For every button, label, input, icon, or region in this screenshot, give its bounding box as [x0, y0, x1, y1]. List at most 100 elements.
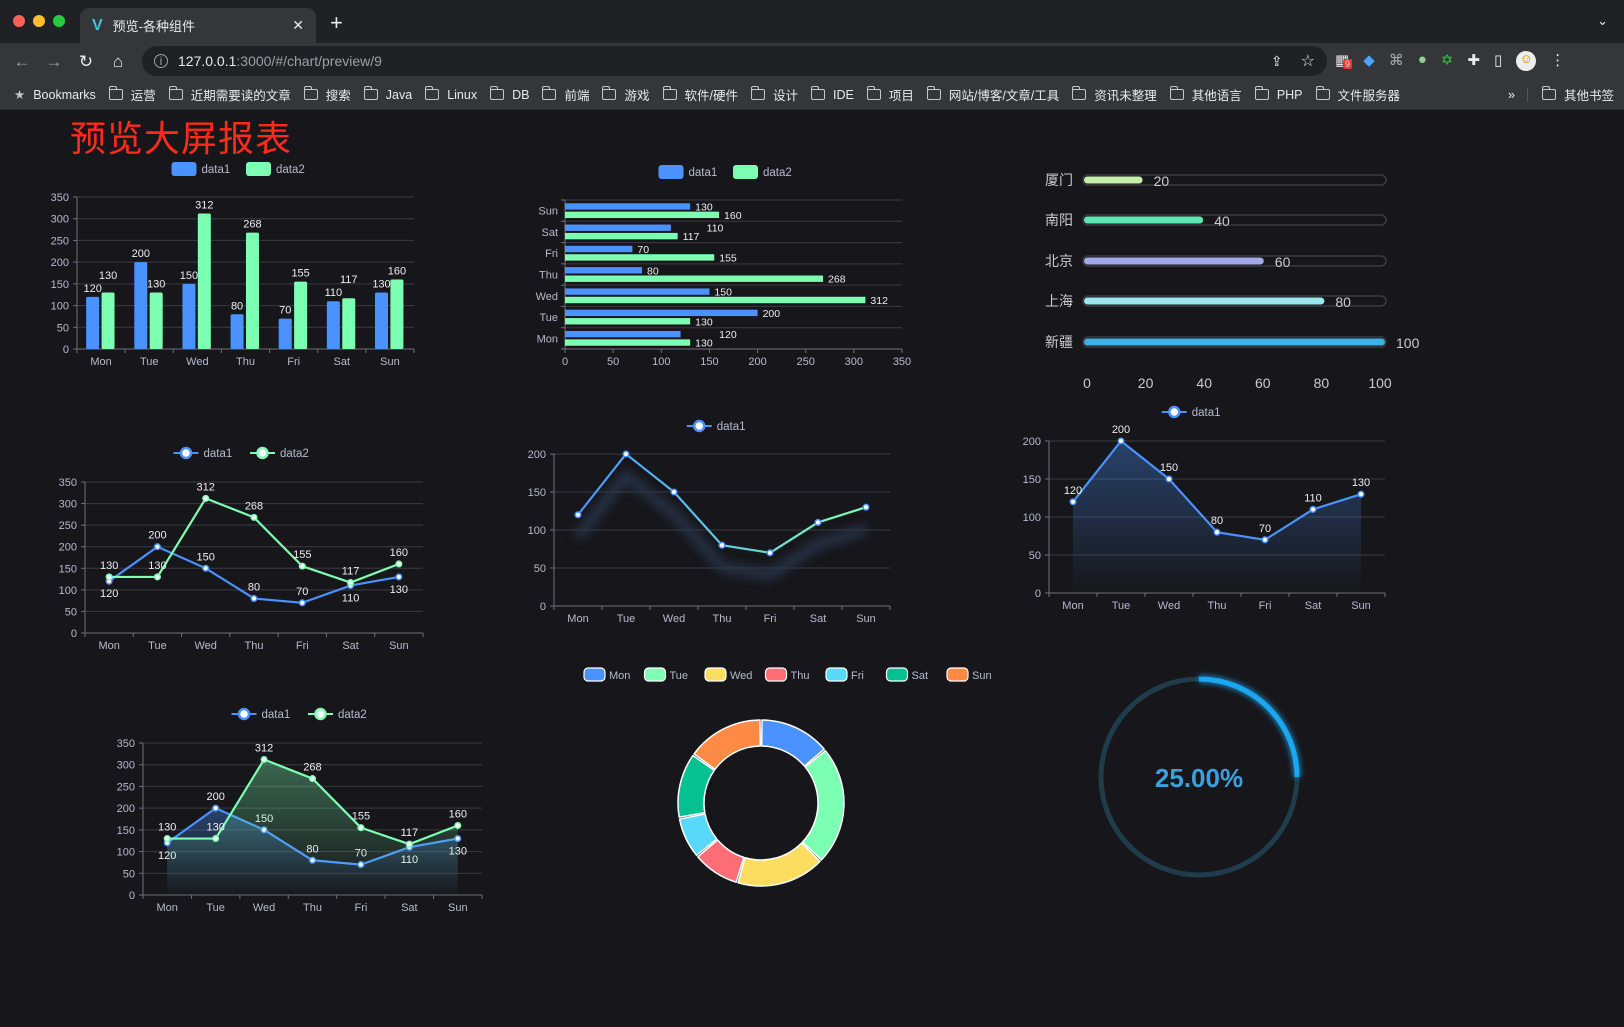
gem-extension-icon[interactable]: ◆	[1363, 52, 1375, 69]
data-point	[163, 834, 171, 843]
other-bookmarks[interactable]: 其他书签	[1541, 85, 1614, 104]
forward-icon[interactable]: →	[45, 51, 63, 71]
bookmark-item[interactable]: 游戏	[602, 85, 650, 104]
new-tab-button[interactable]: +	[330, 10, 343, 35]
green-dot-extension-icon[interactable]: ●	[1417, 51, 1427, 68]
close-tab-icon[interactable]: ✕	[292, 17, 304, 33]
folder-icon	[1169, 86, 1184, 100]
bookmark-item[interactable]: 其他语言	[1169, 85, 1242, 104]
bookmark-item[interactable]: PHP	[1254, 86, 1303, 102]
legend-item[interactable]: data1	[173, 446, 233, 460]
progress-fill	[1084, 176, 1143, 184]
data-label: 117	[342, 566, 360, 578]
bar	[565, 318, 691, 325]
legend-label: data1	[262, 709, 291, 721]
legend-label: data1	[1192, 407, 1221, 419]
data-label: 155	[293, 549, 311, 561]
reload-icon[interactable]: ↻	[78, 51, 94, 71]
legend-item[interactable]: data2	[246, 162, 305, 176]
bookmark-star-icon[interactable]: ☆	[1300, 53, 1315, 70]
bookmark-item[interactable]: 设计	[750, 85, 798, 104]
legend-item[interactable]: data1	[658, 165, 718, 179]
browser-tab[interactable]: V 预览-各种组件 ✕	[80, 8, 316, 43]
legend-item[interactable]: data1	[231, 707, 291, 721]
data-point	[395, 573, 403, 581]
bookmark-item[interactable]: 搜索	[303, 85, 351, 104]
bookmark-item[interactable]: 网站/博客/文章/工具	[926, 85, 1059, 104]
bookmark-item[interactable]: Linux	[425, 86, 477, 102]
x-tick-label: Tue	[148, 640, 167, 652]
bookmark-item[interactable]: ★ Bookmarks	[14, 87, 96, 103]
data-label: 110	[325, 287, 343, 299]
command-extension-icon[interactable]: ⌘	[1388, 52, 1404, 69]
bookmark-item[interactable]: 文件服务器	[1315, 85, 1400, 104]
more-bookmarks-button[interactable]: »	[1508, 87, 1528, 102]
share-icon[interactable]: ⇪	[1270, 52, 1283, 69]
back-icon[interactable]: ←	[13, 51, 31, 71]
bar	[565, 224, 671, 231]
folder-icon	[303, 86, 318, 100]
data-label: 312	[255, 743, 273, 755]
progress-track	[1082, 214, 1387, 226]
bookmark-item[interactable]: 项目	[866, 85, 914, 104]
bookmark-item[interactable]: 资讯未整理	[1072, 85, 1157, 104]
donut-slice	[760, 719, 825, 767]
bookmark-item[interactable]: 运营	[108, 85, 156, 104]
x-tick-label: Sun	[448, 902, 468, 914]
home-icon[interactable]: ⌂	[112, 51, 124, 71]
legend-swatch-icon	[825, 667, 848, 682]
legend-item[interactable]: Thu	[764, 667, 810, 682]
data-point	[814, 518, 822, 526]
legend-item[interactable]: Fri	[825, 667, 864, 682]
bar	[245, 232, 259, 349]
legend-item[interactable]: Sun	[946, 667, 992, 682]
legend-label: data2	[763, 167, 792, 179]
extension-icon[interactable]: ▦9	[1335, 51, 1353, 71]
y-tick-label: 250	[51, 235, 69, 247]
data-point	[1117, 437, 1125, 445]
data-point	[1213, 528, 1221, 536]
legend-item[interactable]: data1	[171, 162, 231, 176]
folder-icon	[811, 86, 825, 100]
data-label: 110	[342, 593, 360, 605]
bookmark-item[interactable]: DB	[490, 86, 529, 102]
progress-fill	[1084, 257, 1264, 265]
bookmarks-bar: ★ Bookmarks 运营 近期需要读的文章 搜索 Java Linux DB 前端 游戏 软件/…	[0, 80, 1624, 110]
profile-avatar[interactable]: ☺	[1516, 51, 1537, 71]
bar	[565, 309, 758, 317]
minimize-window-button[interactable]	[33, 15, 45, 27]
menu-dots-icon[interactable]: ⋮	[1550, 52, 1566, 69]
x-tick-label: Sat	[1305, 600, 1322, 612]
bookmark-item[interactable]: 前端	[542, 85, 589, 104]
legend-item[interactable]: data2	[308, 707, 367, 721]
legend-item[interactable]: data1	[1161, 405, 1221, 419]
bookmark-item[interactable]: 近期需要读的文章	[168, 85, 291, 104]
x-tick-label: Sun	[1351, 600, 1371, 612]
data-label: 120	[1064, 485, 1082, 497]
data-point	[1309, 505, 1317, 513]
maximize-window-button[interactable]	[53, 15, 65, 27]
bookmark-item[interactable]: 软件/硬件	[662, 85, 738, 104]
bookmark-item[interactable]: IDE	[811, 86, 854, 102]
close-window-button[interactable]	[13, 15, 25, 27]
url-host: 127.0.0.1	[178, 53, 237, 69]
address-bar[interactable]: i 127.0.0.1 :3000/#/chart/preview/9 ⇪ ☆	[142, 46, 1327, 76]
folder-icon	[602, 86, 617, 100]
legend-item[interactable]: data2	[250, 446, 309, 460]
y-tick-label: 200	[117, 803, 135, 815]
star-extension-icon[interactable]: ✡	[1440, 52, 1454, 69]
site-info-icon[interactable]: i	[154, 54, 168, 68]
puzzle-extensions-icon[interactable]: ✚	[1467, 52, 1480, 69]
category-label: 厦门	[1045, 172, 1073, 188]
legend-item[interactable]: Mon	[583, 667, 630, 682]
tab-search-chevron-icon[interactable]: ⌄	[1597, 13, 1608, 28]
bookmark-item[interactable]: Java	[363, 86, 412, 102]
legend-swatch-icon	[946, 667, 969, 682]
legend-item[interactable]: Tue	[643, 667, 689, 682]
legend-item[interactable]: data2	[733, 165, 792, 179]
data-label: 117	[340, 274, 358, 286]
legend-item[interactable]: data1	[686, 419, 746, 433]
side-panel-icon[interactable]: ▯	[1493, 52, 1503, 69]
legend-item[interactable]: Wed	[704, 667, 752, 682]
legend-item[interactable]: Sat	[885, 667, 929, 682]
